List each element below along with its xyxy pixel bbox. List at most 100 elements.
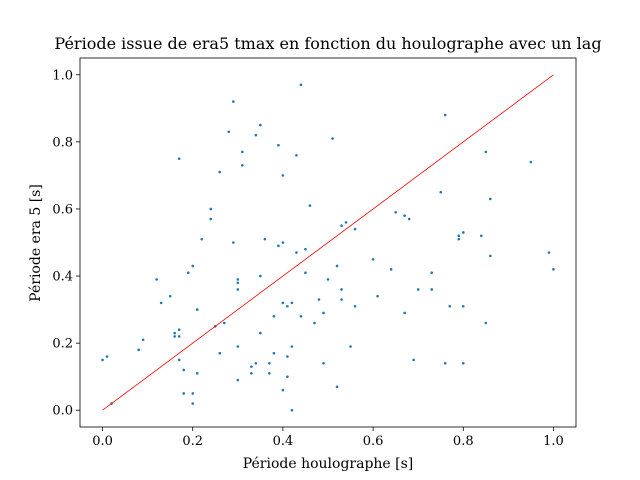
scatter-point (259, 274, 262, 278)
scatter-point (353, 227, 357, 231)
scatter-point (326, 278, 330, 281)
scatter-point (218, 351, 222, 355)
y-axis-label: Période era 5 [s] (28, 184, 44, 302)
scatter-point (286, 355, 289, 358)
fit-line (102, 74, 554, 411)
scatter-point (168, 294, 172, 298)
scatter-point (403, 214, 406, 217)
scatter-point (200, 237, 204, 241)
scatter-point (177, 358, 181, 362)
scatter-point (439, 190, 443, 194)
scatter-point (259, 123, 262, 127)
scatter-point (322, 361, 325, 365)
scatter-point (173, 335, 176, 338)
y-tick-label: 1.0 (52, 68, 73, 83)
scatter-point (547, 251, 551, 254)
scatter-point (281, 174, 285, 177)
scatter-point (227, 130, 231, 134)
scatter-point (340, 288, 343, 291)
scatter-point (286, 375, 289, 378)
scatter-point (331, 137, 334, 140)
scatter-point (105, 355, 109, 358)
scatter-point (268, 361, 271, 365)
scatter-point (317, 298, 321, 301)
scatter-point (290, 345, 294, 348)
y-tick-label: 0.2 (52, 337, 73, 352)
x-tick-label: 0.0 (92, 434, 113, 449)
scatter-point (236, 288, 240, 291)
scatter-point (182, 368, 186, 372)
chart-title: Période issue de era5 tmax en fonction d… (54, 34, 601, 53)
scatter-point (489, 254, 492, 258)
scatter-point (254, 361, 258, 365)
y-tick-label: 0.6 (52, 202, 73, 217)
scatter-point (552, 268, 555, 271)
scatter-point (101, 358, 104, 362)
scatter-point (236, 345, 240, 348)
x-tick-label: 0.2 (182, 434, 203, 449)
scatter-point (457, 234, 461, 238)
scatter-point (340, 224, 343, 228)
scatter-point (209, 217, 213, 221)
scatter-point (173, 331, 176, 335)
scatter-point (218, 170, 222, 174)
scatter-point (209, 207, 213, 211)
scatter-point (489, 197, 492, 201)
scatter-point (222, 321, 226, 325)
scatter-point (268, 372, 271, 375)
scatter-point (322, 311, 325, 315)
scatter-point (177, 157, 181, 160)
scatter-point (461, 231, 465, 234)
axes-frame (79, 57, 577, 428)
scatter-point (263, 237, 267, 241)
x-tick-label: 0.4 (273, 434, 294, 449)
scatter-point (159, 301, 163, 305)
scatter-point (457, 237, 461, 241)
scatter-point (295, 251, 298, 254)
x-tick-label: 0.6 (363, 434, 384, 449)
scatter-point (281, 388, 285, 392)
axes: 0.0 0.2 0.4 0.6 0.8 1.0 0.0 0.2 0.4 0.6 0.8 1.0 (52, 57, 577, 449)
scatter-point (137, 348, 140, 352)
scatter-point (461, 361, 465, 365)
scatter-point (286, 304, 289, 308)
scatter-point (344, 221, 348, 224)
x-tick-label: 0.8 (453, 434, 474, 449)
scatter-point (232, 241, 235, 244)
scatter-point (195, 308, 199, 311)
x-axis-label: Période houlographe [s] (243, 456, 414, 472)
scatter-point (480, 234, 483, 238)
scatter-point (186, 271, 190, 274)
scatter-point (335, 385, 339, 389)
scatter-point (195, 372, 199, 375)
scatter-point (313, 321, 316, 325)
scatter-point (250, 372, 253, 375)
scatter-point (407, 217, 411, 221)
scatter-point (281, 241, 285, 244)
scatter-point (304, 247, 307, 251)
plot-area (101, 74, 555, 412)
scatter-point (177, 335, 181, 338)
scatter-point (177, 328, 181, 332)
data-layer (101, 74, 555, 412)
scatter-point (484, 321, 488, 325)
scatter-point (290, 408, 294, 412)
scatter-point (299, 315, 303, 318)
scatter-point (443, 113, 447, 117)
scatter-point (416, 288, 420, 291)
scatter-point (340, 298, 343, 301)
scatter-point (155, 278, 158, 281)
scatter-point (529, 160, 533, 164)
scatter-point (335, 264, 339, 268)
y-tick-label: 0.0 (52, 404, 73, 419)
scatter-point (394, 211, 397, 214)
scatter-point (461, 304, 465, 308)
scatter-point (236, 281, 240, 285)
scatter-point (353, 304, 357, 308)
scatter-point (277, 143, 280, 147)
scatter-point (299, 83, 303, 87)
scatter-point (250, 365, 253, 368)
